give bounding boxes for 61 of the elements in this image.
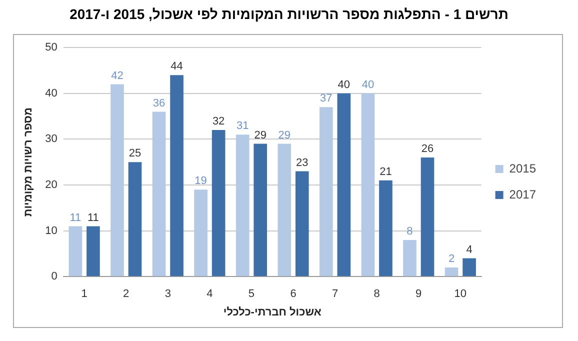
x-tick-label: 10: [454, 288, 467, 300]
data-label: 19: [194, 175, 207, 188]
data-label: 32: [212, 116, 225, 128]
data-label: 11: [70, 212, 82, 224]
bar: [420, 158, 434, 276]
y-tick-label: 20: [45, 179, 58, 192]
data-label: 44: [170, 60, 183, 73]
data-label: 8: [406, 225, 413, 238]
y-tick-label: 30: [45, 133, 58, 146]
y-axis-title: מספר רשויות מקומיות: [22, 108, 35, 217]
bar: [361, 93, 375, 276]
x-tick-label: 8: [374, 288, 380, 300]
x-tick-label: 7: [332, 288, 338, 300]
bar: [444, 267, 458, 276]
data-label: 42: [111, 70, 124, 82]
bar: [403, 240, 416, 276]
bar: [68, 226, 82, 276]
y-tick-label: 50: [45, 42, 58, 54]
bar: [170, 75, 184, 276]
bar: [110, 84, 124, 276]
bar: [278, 144, 292, 276]
x-tick-label: 2: [123, 288, 130, 300]
bar: [236, 134, 250, 276]
bar: [320, 107, 333, 276]
y-tick-label: 10: [45, 224, 58, 237]
bar: [462, 258, 476, 276]
data-label: 37: [320, 92, 332, 105]
y-tick-label: 0: [51, 270, 58, 283]
chart-title: תרשים 1 - התפלגות מספר הרשויות המקומיות לפי אשכול, 2015 ו-2017: [68, 6, 510, 22]
x-tick-label: 5: [248, 288, 255, 300]
bar: [212, 130, 226, 276]
x-axis-title: אשכול חברתי-כלכלי: [223, 306, 322, 318]
data-label: 31: [236, 120, 249, 132]
data-label: 36: [152, 97, 166, 110]
x-tick-label: 6: [290, 288, 296, 300]
data-label: 4: [466, 244, 472, 256]
bar: [295, 171, 309, 276]
data-label: 29: [278, 129, 291, 142]
data-label: 11: [88, 212, 99, 224]
x-tick-label: 9: [416, 288, 422, 300]
bar: [152, 112, 166, 276]
x-tick-label: 3: [164, 288, 171, 300]
data-label: 40: [338, 78, 350, 91]
legend-label: 2015: [509, 161, 536, 176]
data-label: 25: [128, 148, 142, 160]
bar: [379, 180, 392, 276]
data-label: 2: [448, 252, 455, 265]
x-tick-label: 4: [206, 288, 213, 300]
data-label: 26: [421, 143, 434, 156]
bar: [254, 144, 268, 276]
bar: [128, 162, 142, 276]
data-label: 40: [362, 78, 374, 91]
y-tick-label: 40: [45, 87, 58, 100]
bar: [86, 226, 100, 276]
data-label: 21: [380, 166, 392, 178]
legend-label: 2017: [509, 187, 536, 202]
x-tick-label: 1: [81, 288, 88, 300]
bar: [194, 190, 208, 276]
data-label: 23: [296, 156, 308, 169]
bar: [337, 93, 351, 276]
data-label: 29: [254, 129, 266, 142]
